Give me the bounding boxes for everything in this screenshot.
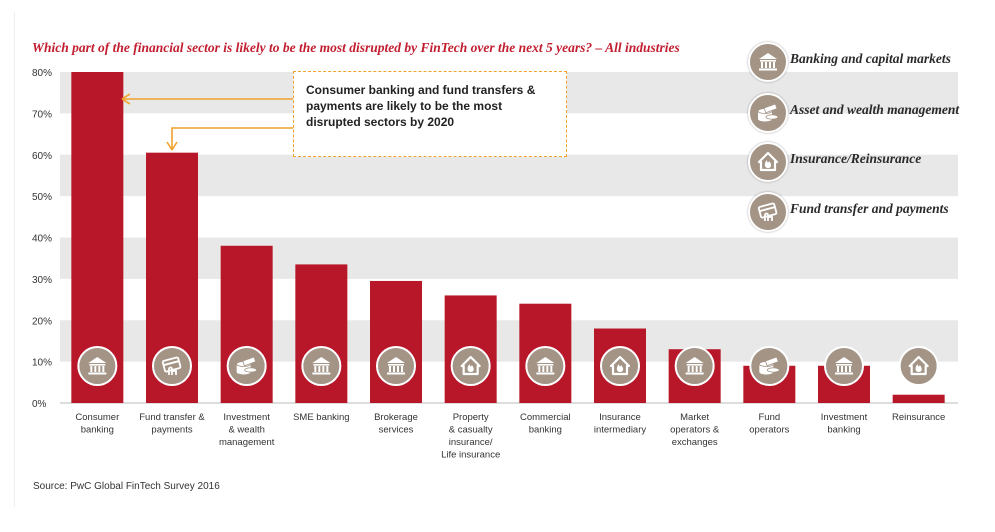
legend-item-banking: Banking and capital markets xyxy=(748,42,988,82)
x-tick-label: Brokerage services xyxy=(374,412,418,436)
y-tick-label: 70% xyxy=(32,109,52,120)
coins-icon xyxy=(226,346,267,386)
y-tick-label: 20% xyxy=(32,316,52,327)
legend-label: Insurance/Reinsurance xyxy=(790,151,922,166)
background-bands xyxy=(60,72,958,404)
source-note: Source: PwC Global FinTech Survey 2016 xyxy=(33,481,220,492)
band xyxy=(60,154,958,197)
legend-label: Asset and wealth management xyxy=(790,102,960,117)
house-flame-icon xyxy=(450,346,491,386)
x-tick-label: Consumer banking xyxy=(75,412,119,436)
bars xyxy=(71,72,945,403)
y-tick-label: 60% xyxy=(32,151,52,162)
legend-item-asset: Asset and wealth management xyxy=(748,93,988,133)
band xyxy=(60,320,958,362)
bank-icon xyxy=(525,346,566,386)
y-tick-label: 0% xyxy=(32,399,47,410)
y-tick-label: 40% xyxy=(32,234,52,245)
y-axis: 0% 10% 20% 30% 40% 50% 60% 70% 80% xyxy=(32,68,52,410)
callout-arrow-2 xyxy=(171,127,293,150)
callout-box: Consumer banking and fund transfers & pa… xyxy=(293,71,567,157)
callout-arrows xyxy=(121,93,293,151)
bank-icon xyxy=(824,346,864,386)
bank-icon xyxy=(301,346,342,386)
callout-arrowhead-1 xyxy=(121,93,131,105)
x-tick-label: Fund transfer & payments xyxy=(139,412,205,436)
legend-item-payments: Fund transfer and payments xyxy=(748,192,988,232)
card-icon xyxy=(152,346,192,386)
y-tick-label: 30% xyxy=(32,275,52,286)
house-flame-icon xyxy=(600,346,640,386)
y-tick-label: 80% xyxy=(32,68,52,79)
house-flame-icon xyxy=(898,346,939,386)
legend-item-insurance: Insurance/Reinsurance xyxy=(748,142,988,182)
callout-arrowhead-2 xyxy=(166,141,178,151)
x-tick-label: SME banking xyxy=(293,412,350,423)
card-icon xyxy=(748,192,788,232)
x-tick-label: Insurance intermediary xyxy=(594,412,647,436)
x-tick-label: Investment & wealth management xyxy=(219,412,275,448)
y-tick-label: 50% xyxy=(32,192,52,203)
legend-label: Banking and capital markets xyxy=(790,51,951,66)
y-tick-label: 10% xyxy=(32,358,52,369)
x-tick-label: Property & casualty insurance/Life insuran… xyxy=(441,412,500,461)
band xyxy=(60,237,958,279)
x-tick-label: Investment banking xyxy=(821,412,868,436)
chart-title: Which part of the financial sector is li… xyxy=(32,40,680,55)
coins-icon xyxy=(748,93,788,133)
x-axis: Consumer banking Fund transfer & payments In… xyxy=(75,412,945,461)
bank-icon xyxy=(674,346,715,386)
bar xyxy=(892,394,945,403)
house-flame-icon xyxy=(748,142,788,182)
x-tick-label: Reinsurance xyxy=(892,412,945,423)
bank-icon xyxy=(376,346,416,386)
bank-icon xyxy=(77,346,118,386)
bank-icon xyxy=(748,42,788,82)
legend-label: Fund transfer and payments xyxy=(790,201,949,216)
x-tick-label: Market operators & exchanges xyxy=(670,412,720,448)
x-tick-label: Fund operators xyxy=(749,412,789,436)
x-tick-label: Commercial banking xyxy=(520,412,571,436)
callout-text: Consumer banking and fund transfers & pa… xyxy=(306,83,536,129)
coins-icon xyxy=(749,346,790,386)
